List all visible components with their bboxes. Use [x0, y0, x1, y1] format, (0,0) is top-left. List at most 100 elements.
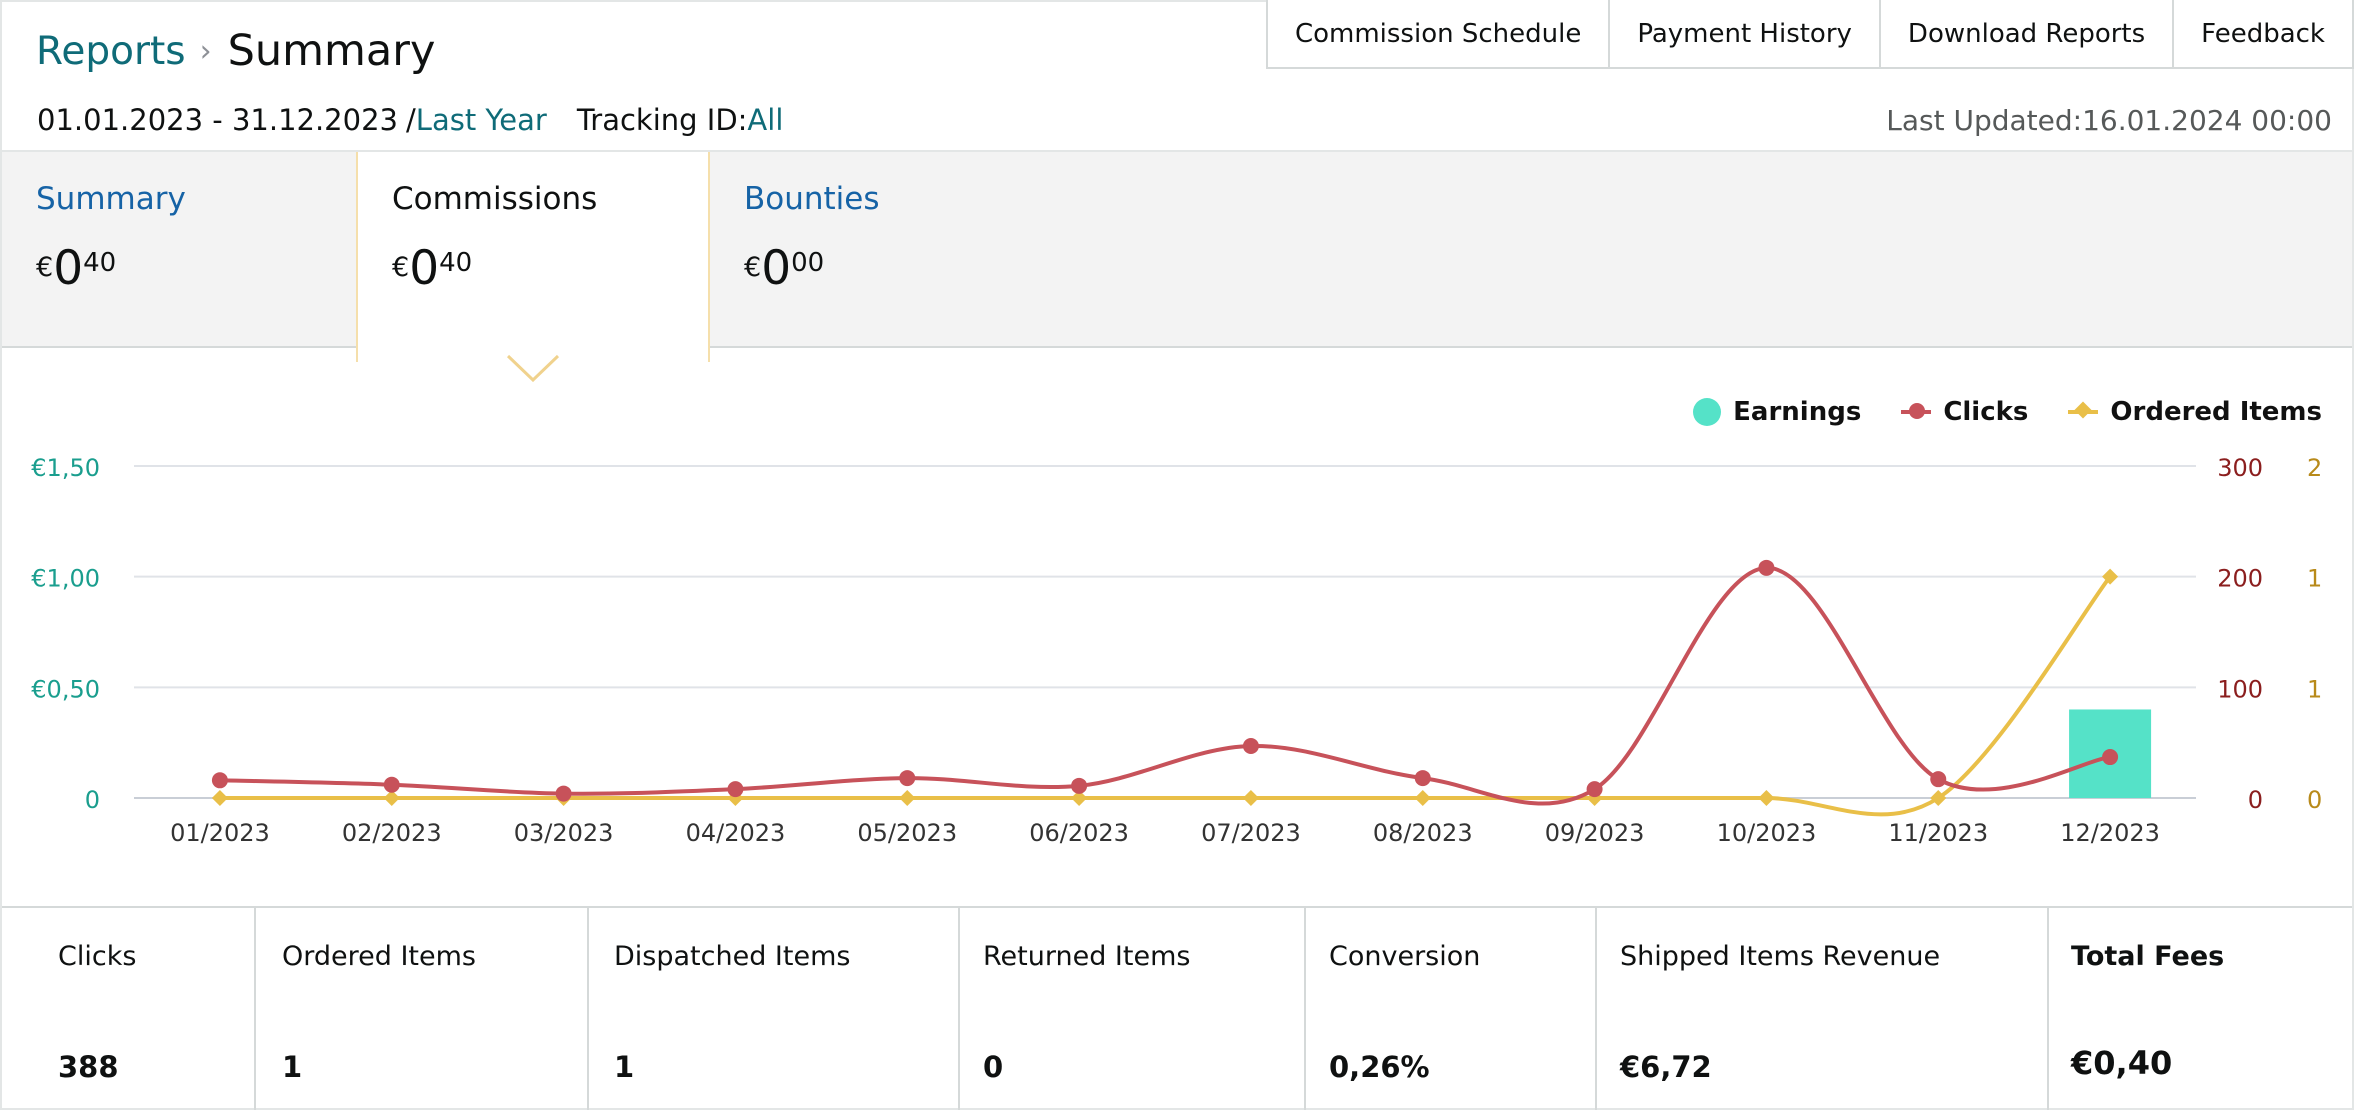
y-left-tick-label: €0,50	[31, 675, 100, 703]
last-updated-text: Last Updated:16.01.2024 00:00	[1886, 103, 2332, 137]
x-tick-label: 03/2023	[514, 819, 614, 847]
page-title: Summary	[227, 26, 436, 76]
stat-conversion: Conversion 0,26%	[1306, 908, 1597, 1110]
earnings-chart: 0 0 0 €0,50 100 1 €1,00 200 1 €1,50 300 2 01/2023 02/…	[31, 454, 2322, 847]
stats-bar: Clicks 388 Ordered Items 1 Dispatched It…	[2, 906, 2352, 1110]
stat-label: Returned Items	[983, 941, 1191, 972]
x-tick-label: 11/2023	[1888, 819, 1988, 847]
breadcrumb-separator-icon: ›	[199, 33, 212, 69]
tracking-id-link[interactable]: All	[747, 103, 784, 137]
y-right-ordered-tick-label: 2	[2307, 454, 2322, 482]
date-range-text: 01.01.2023 - 31.12.2023	[37, 103, 398, 137]
clicks-point	[1414, 770, 1431, 787]
y-right-clicks-tick-label: 200	[2217, 565, 2263, 593]
tab-summary[interactable]: Summary € 0 40	[2, 152, 356, 350]
clicks-point	[555, 785, 572, 802]
stat-value: €0,40	[2071, 1044, 2173, 1082]
tab-bounties[interactable]: Bounties € 0 00	[710, 152, 1064, 350]
clicks-point	[1758, 559, 1775, 576]
legend-earnings[interactable]: Earnings	[1693, 397, 1861, 427]
currency-symbol: €	[744, 252, 762, 283]
clicks-line	[219, 565, 2111, 806]
tab-summary-amount: € 0 40	[36, 244, 356, 294]
y-left-tick-label: 0	[85, 786, 100, 814]
tracking-id-label: Tracking ID:	[576, 103, 748, 137]
x-tick-label: 12/2023	[2060, 819, 2160, 847]
ordered-items-line	[219, 575, 2112, 817]
stat-label: Clicks	[58, 941, 137, 972]
breadcrumb-reports-link[interactable]: Reports	[36, 28, 186, 74]
amount-fraction: 40	[439, 248, 473, 278]
date-preset-link[interactable]: Last Year	[415, 103, 547, 137]
y-right-ordered-tick-label: 1	[2307, 565, 2322, 593]
stat-total-fees: Total Fees €0,40	[2049, 908, 2352, 1110]
tab-bounties-amount: € 0 00	[744, 244, 1064, 294]
stat-value: 0	[983, 1050, 1004, 1084]
stat-dispatched-items: Dispatched Items 1	[589, 908, 960, 1110]
x-tick-label: 05/2023	[857, 819, 957, 847]
report-filters: 01.01.2023 - 31.12.2023 / Last Year Trac…	[37, 100, 783, 140]
download-reports-button[interactable]: Download Reports	[1878, 0, 2175, 69]
x-tick-label: 07/2023	[1201, 819, 1301, 847]
ordered-items-point	[211, 790, 228, 806]
legend-clicks-label: Clicks	[1943, 397, 2029, 427]
ordered-items-point	[899, 790, 916, 806]
ordered-items-point	[1930, 790, 1947, 806]
legend-earnings-label: Earnings	[1733, 397, 1862, 427]
tab-summary-label: Summary	[36, 181, 186, 217]
stat-value: 1	[282, 1050, 303, 1084]
clicks-point	[727, 781, 744, 798]
ordered-items-point	[2102, 568, 2119, 585]
top-nav: Commission Schedule Payment History Down…	[1265, 0, 2354, 69]
stat-shipped-items-revenue: Shipped Items Revenue €6,72	[1597, 908, 2049, 1110]
amount-fraction: 00	[791, 248, 825, 278]
report-tabs: Summary € 0 40 Commissions € 0 40 Bounti…	[2, 150, 2352, 362]
x-tick-label: 09/2023	[1545, 819, 1645, 847]
y-right-ordered-tick-label: 1	[2307, 675, 2322, 703]
x-tick-label: 04/2023	[686, 819, 786, 847]
legend-earnings-icon	[1693, 398, 1722, 426]
clicks-point	[211, 772, 228, 789]
stat-value: €6,72	[1620, 1050, 1712, 1084]
x-tick-label: 10/2023	[1717, 819, 1817, 847]
legend-ordered-items[interactable]: Ordered Items	[2068, 397, 2322, 427]
clicks-point	[2102, 749, 2119, 766]
clicks-point	[383, 776, 400, 793]
commission-schedule-button[interactable]: Commission Schedule	[1265, 0, 1611, 69]
tab-commissions-amount: € 0 40	[392, 244, 708, 294]
legend-ordered-items-label: Ordered Items	[2110, 397, 2322, 427]
legend-clicks[interactable]: Clicks	[1901, 397, 2028, 427]
y-left-tick-label: €1,50	[31, 454, 100, 482]
y-right-clicks-tick-label: 300	[2217, 454, 2263, 482]
y-right-ordered-tick-label: 0	[2307, 786, 2322, 814]
y-left-tick-label: €1,00	[31, 565, 100, 593]
legend-ordered-items-icon	[2068, 401, 2099, 419]
stat-returned-items: Returned Items 0	[960, 908, 1306, 1110]
legend-clicks-icon	[1901, 403, 1932, 419]
amount-whole: 0	[761, 241, 792, 296]
breadcrumb: Reports › Summary	[36, 24, 435, 78]
ordered-items-point	[1071, 790, 1088, 806]
clicks-point	[1071, 777, 1088, 794]
active-tab-chevron-icon	[506, 354, 560, 383]
tab-commissions-label: Commissions	[392, 181, 598, 217]
tab-commissions[interactable]: Commissions € 0 40	[356, 152, 710, 362]
ordered-items-point	[383, 790, 400, 806]
stat-label: Dispatched Items	[614, 941, 851, 972]
currency-symbol: €	[36, 252, 54, 283]
stat-label: Ordered Items	[282, 941, 476, 972]
x-tick-label: 02/2023	[342, 819, 442, 847]
feedback-button[interactable]: Feedback	[2172, 0, 2354, 69]
ordered-items-point	[1242, 790, 1259, 806]
stat-label: Shipped Items Revenue	[1620, 941, 1941, 972]
clicks-point	[1930, 771, 1947, 788]
stat-value: 1	[614, 1050, 635, 1084]
y-right-clicks-tick-label: 100	[2217, 675, 2263, 703]
x-tick-label: 08/2023	[1373, 819, 1473, 847]
payment-history-button[interactable]: Payment History	[1608, 0, 1881, 69]
stat-clicks: Clicks 388	[2, 908, 256, 1110]
y-right-clicks-tick-label: 0	[2248, 786, 2263, 814]
stat-value: 0,26%	[1329, 1050, 1430, 1084]
x-tick-label: 01/2023	[170, 819, 270, 847]
